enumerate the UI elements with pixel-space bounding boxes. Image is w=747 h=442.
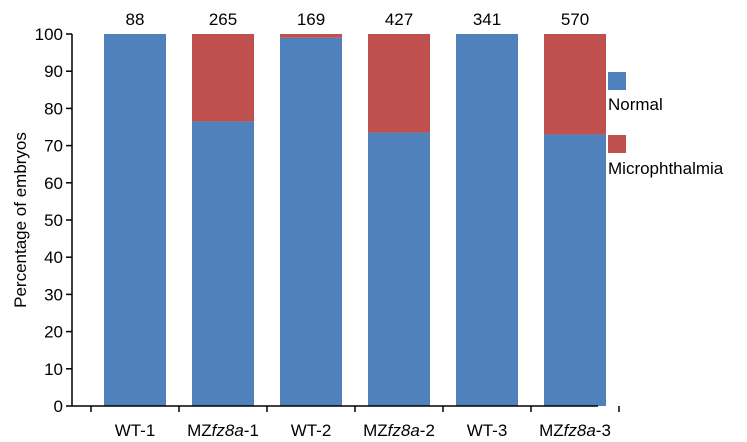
count-label: 88	[126, 10, 145, 29]
bar-segment-microphthalmia	[192, 34, 254, 122]
count-label: 265	[209, 10, 237, 29]
bar-segment-normal	[104, 34, 166, 406]
y-tick-label: 80	[44, 99, 63, 118]
legend-swatch-normal	[608, 72, 626, 90]
category-italic: fz8a	[388, 421, 420, 440]
category-suffix: -3	[596, 421, 611, 440]
count-label: 570	[561, 10, 589, 29]
legend-swatch-microphthalmia	[608, 135, 626, 153]
category-italic: fz8a	[212, 421, 244, 440]
x-category-label: WT-3	[467, 421, 508, 440]
category-prefix: WT-3	[467, 421, 508, 440]
category-prefix: MZ	[539, 421, 564, 440]
bar-segment-microphthalmia	[280, 34, 342, 38]
x-category-label: MZfz8a-1	[187, 421, 259, 440]
y-axis: 0 10 20 30 40 50 60 70 80 90 100	[35, 25, 73, 416]
y-tick-label: 20	[44, 323, 63, 342]
bar-segment-microphthalmia	[544, 34, 606, 135]
count-labels: 88 265 169 427 341 570	[126, 10, 590, 29]
bars	[104, 34, 606, 407]
bar-segment-normal	[456, 34, 518, 406]
y-tick-label: 0	[54, 397, 63, 416]
x-axis: WT-1 MZfz8a-1 WT-2 MZfz8a-2 WT-3 MZfz8a-3	[72, 405, 620, 440]
x-category-label: MZfz8a-2	[363, 421, 435, 440]
bar-segment-microphthalmia	[368, 34, 430, 133]
y-axis-title: Percentage of embryos	[11, 132, 30, 308]
x-category-label: WT-1	[115, 421, 156, 440]
category-suffix: -1	[244, 421, 259, 440]
category-prefix: WT-2	[291, 421, 332, 440]
category-italic: fz8a	[564, 421, 596, 440]
y-tick-label: 70	[44, 137, 63, 156]
count-label: 427	[385, 10, 413, 29]
bar-segment-normal	[544, 134, 606, 406]
y-tick-label: 90	[44, 62, 63, 81]
category-prefix: MZ	[363, 421, 388, 440]
category-prefix: WT-1	[115, 421, 156, 440]
legend-label-microphthalmia: Microphthalmia	[608, 159, 724, 178]
count-label: 169	[297, 10, 325, 29]
category-suffix: -2	[420, 421, 435, 440]
count-label: 341	[473, 10, 501, 29]
x-category-label: WT-2	[291, 421, 332, 440]
y-tick-label: 60	[44, 174, 63, 193]
legend-label-normal: Normal	[608, 95, 663, 114]
category-prefix: MZ	[187, 421, 212, 440]
y-tick-label: 10	[44, 360, 63, 379]
bar-segment-normal	[192, 121, 254, 407]
bar-segment-normal	[280, 37, 342, 406]
y-tick-label: 40	[44, 248, 63, 267]
y-tick-label: 30	[44, 285, 63, 304]
legend: Normal Microphthalmia	[608, 72, 724, 178]
x-category-label: MZfz8a-3	[539, 421, 611, 440]
y-tick-label: 50	[44, 211, 63, 230]
bar-segment-normal	[368, 132, 430, 406]
y-tick-label: 100	[35, 25, 63, 44]
